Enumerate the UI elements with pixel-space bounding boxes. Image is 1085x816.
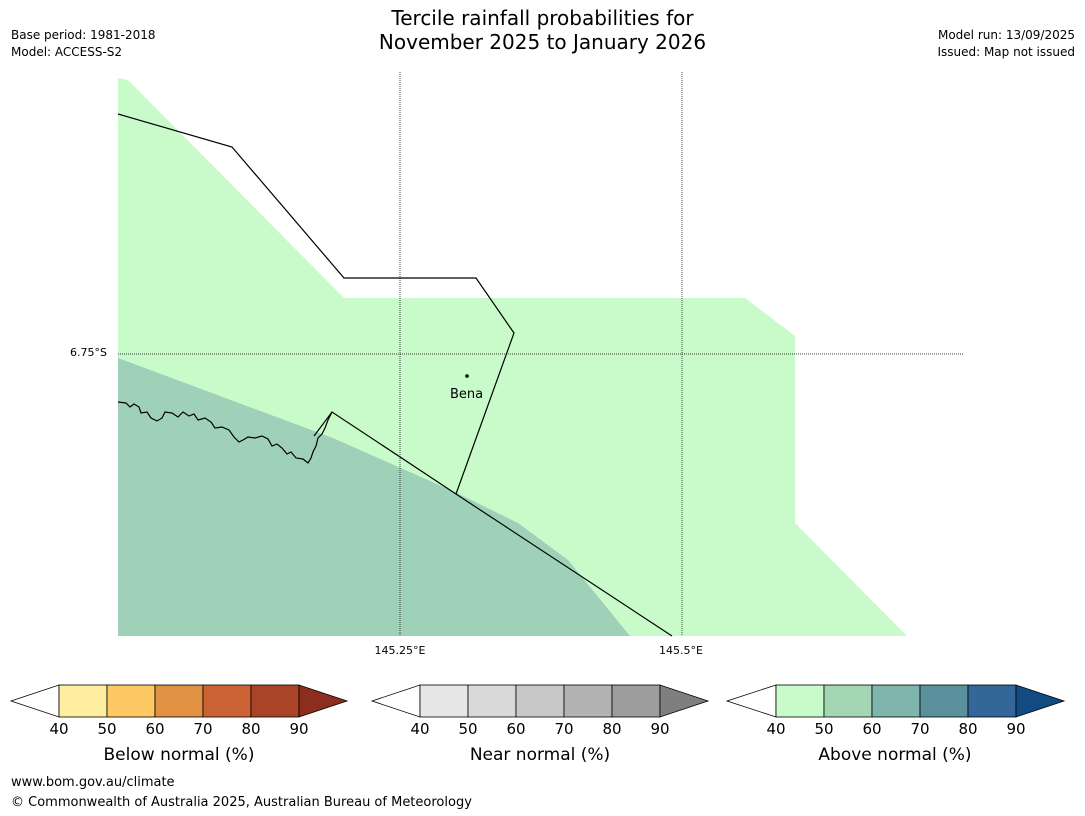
colorbar-near-tick: 80 xyxy=(602,720,622,738)
above-normal-50-60-region xyxy=(118,358,630,636)
colorbar-below-bin-70-80 xyxy=(202,684,252,718)
colorbar-below-tick: 40 xyxy=(49,720,69,738)
colorbar-below-bin-80-90 xyxy=(250,684,300,718)
colorbar-above-tick: 50 xyxy=(814,720,834,738)
colorbar-above-tick: 80 xyxy=(958,720,978,738)
colorbar-near-bin-50-60 xyxy=(467,684,517,718)
colorbar-below-low-extend xyxy=(9,684,60,718)
base-period-text: Base period: 1981-2018 xyxy=(11,28,156,42)
colorbar-above-tick: 90 xyxy=(1006,720,1026,738)
longitude-label-145-25: 145.25°E xyxy=(374,644,426,657)
colorbar-near-tick: 50 xyxy=(458,720,478,738)
colorbar-above-bin-50-60 xyxy=(823,684,873,718)
colorbar-near-tick: 60 xyxy=(506,720,526,738)
header-left: Base period: 1981-2018 Model: ACCESS-S2 xyxy=(11,27,156,61)
colorbar-below-tick: 50 xyxy=(97,720,117,738)
model-text: Model: ACCESS-S2 xyxy=(11,45,123,59)
place-label-bena: Bena xyxy=(450,387,484,402)
title-line-2: November 2025 to January 2026 xyxy=(378,30,707,54)
header-right: Model run: 13/09/2025 Issued: Map not is… xyxy=(937,27,1075,61)
colorbar-below-bin-50-60 xyxy=(106,684,156,718)
colorbar-near-low-extend xyxy=(370,684,421,718)
colorbar-near-tick: 90 xyxy=(650,720,670,738)
colorbar-above-low-extend xyxy=(725,684,777,718)
colorbar-below-tick: 70 xyxy=(193,720,213,738)
colorbar-above-bin-70-80 xyxy=(919,684,969,718)
colorbar-near-high-extend xyxy=(659,684,710,718)
colorbar-above-tick: 60 xyxy=(862,720,882,738)
title-line-1: Tercile rainfall probabilities for xyxy=(391,6,694,30)
colorbar-above-bin-80-90 xyxy=(967,684,1017,718)
bena-location-marker xyxy=(465,374,469,378)
colorbar-above-bin-60-70 xyxy=(871,684,921,718)
coastline xyxy=(117,401,333,464)
colorbar-below-title: Below normal (%) xyxy=(103,745,255,765)
colorbar-above-title: Above normal (%) xyxy=(818,745,972,765)
colorbar-above-tick: 40 xyxy=(766,720,786,738)
colorbar-above-high-extend xyxy=(1015,684,1066,718)
colorbar-near-bin-80-90 xyxy=(611,684,661,718)
map-title: Tercile rainfall probabilities for Novem… xyxy=(0,6,1085,54)
colorbar-above-bin-40-50 xyxy=(775,684,825,718)
colorbar-near-bin-60-70 xyxy=(515,684,565,718)
colorbar-below-bin-60-70 xyxy=(154,684,204,718)
model-run-text: Model run: 13/09/2025 xyxy=(937,28,1075,42)
website-link[interactable]: www.bom.gov.au/climate xyxy=(11,775,175,790)
colorbar-below-bin-40-50 xyxy=(58,684,108,718)
colorbar-below-tick: 80 xyxy=(241,720,261,738)
colorbar-above-normal xyxy=(725,684,1066,718)
colorbar-below-high-extend xyxy=(298,684,349,718)
province-boundary-north xyxy=(117,113,515,495)
colorbar-near-tick: 70 xyxy=(554,720,574,738)
colorbar-near-bin-70-80 xyxy=(563,684,613,718)
colorbar-near-tick: 40 xyxy=(410,720,430,738)
colorbar-below-normal xyxy=(9,684,349,718)
colorbar-below-tick: 90 xyxy=(289,720,309,738)
colorbar-below-tick: 60 xyxy=(145,720,165,738)
province-boundary-south xyxy=(313,411,673,637)
issued-text: Issued: Map not issued xyxy=(937,45,1075,59)
colorbar-above-tick: 70 xyxy=(910,720,930,738)
longitude-label-145-5: 145.5°E xyxy=(659,644,703,657)
colorbar-near-title: Near normal (%) xyxy=(469,745,611,765)
copyright-text: © Commonwealth of Australia 2025, Austra… xyxy=(11,795,472,810)
colorbar-near-bin-40-50 xyxy=(419,684,469,718)
latitude-label: 6.75°S xyxy=(70,346,107,359)
colorbar-near-normal xyxy=(370,684,710,718)
